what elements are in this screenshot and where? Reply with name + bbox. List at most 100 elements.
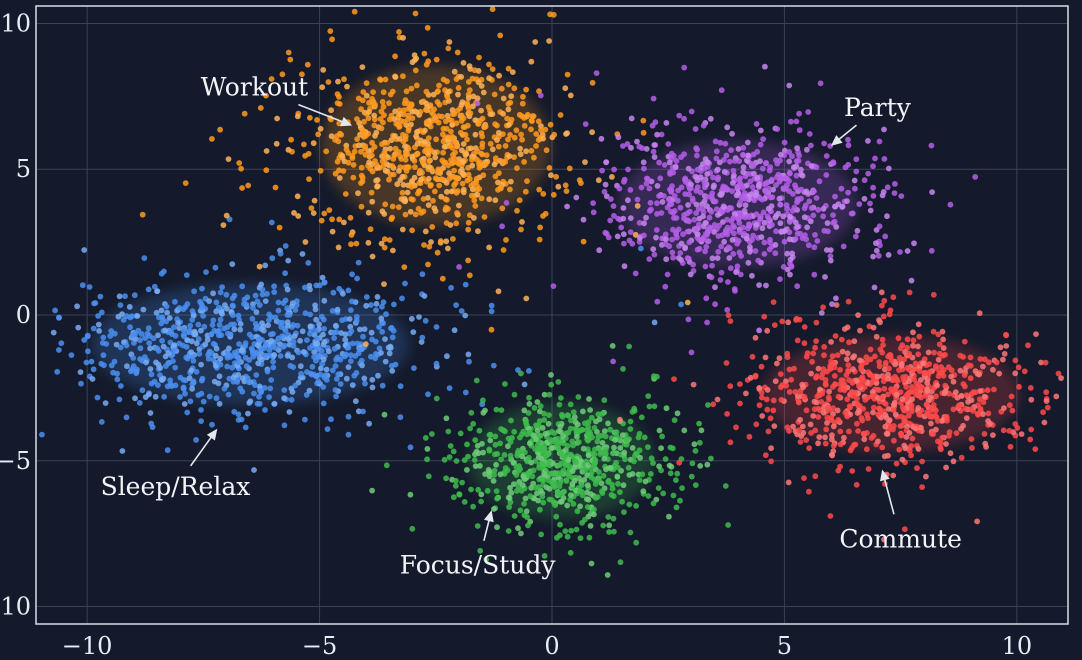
- focus-study-point: [447, 443, 454, 449]
- party-point: [634, 196, 641, 203]
- commute-point: [851, 338, 858, 345]
- focus-study-point: [645, 493, 652, 499]
- party-point: [737, 271, 744, 278]
- party-point: [740, 169, 747, 176]
- commute-point: [779, 318, 786, 325]
- party-point: [787, 170, 793, 177]
- commute-point: [903, 384, 910, 390]
- focus-study-point: [601, 397, 608, 404]
- commute-point: [821, 352, 827, 359]
- focus-study-point: [541, 410, 547, 417]
- focus-study-point: [557, 479, 564, 486]
- sleep-relax-point: [134, 313, 141, 319]
- commute-point: [822, 440, 829, 447]
- focus-study-point: [486, 432, 493, 438]
- workout-point: [555, 183, 562, 190]
- focus-study-point: [647, 471, 654, 477]
- focus-study-point: [564, 442, 571, 449]
- commute-point: [875, 438, 881, 445]
- workout-point: [381, 112, 387, 118]
- commute-point: [879, 444, 886, 451]
- party-point: [728, 147, 734, 154]
- party-point: [616, 185, 623, 192]
- sleep-relax-point: [348, 307, 354, 313]
- commute-point: [906, 430, 913, 436]
- sleep-relax-point: [363, 302, 370, 309]
- focus-study-point: [493, 488, 500, 494]
- commute-point: [929, 430, 936, 437]
- party-point: [873, 240, 879, 247]
- commute-point: [845, 368, 851, 374]
- sleep-relax-point: [239, 283, 246, 290]
- focus-study-point: [708, 455, 714, 462]
- focus-study-point: [670, 492, 677, 499]
- sleep-relax-point: [231, 408, 238, 415]
- commute-point: [926, 369, 933, 376]
- party-point: [615, 134, 622, 141]
- workout-point: [359, 126, 366, 133]
- party-point: [870, 253, 876, 260]
- commute-point: [791, 365, 797, 372]
- focus-study-point: [600, 522, 607, 529]
- sleep-relax-point: [223, 291, 230, 298]
- workout-point: [438, 193, 445, 200]
- commute-point: [737, 400, 743, 407]
- party-point: [788, 263, 795, 270]
- focus-study-point: [556, 428, 562, 434]
- workout-point: [537, 224, 543, 231]
- workout-point: [379, 141, 385, 148]
- focus-study-point: [580, 408, 586, 415]
- party-point: [608, 196, 614, 203]
- commute-point: [931, 349, 937, 356]
- party-point: [856, 201, 863, 208]
- workout-point: [567, 92, 574, 99]
- sleep-relax-point: [448, 284, 454, 291]
- party-point: [757, 213, 764, 220]
- workout-point: [351, 8, 358, 15]
- focus-study-point: [584, 482, 591, 489]
- workout-point: [362, 341, 369, 347]
- party-point: [813, 195, 820, 201]
- focus-study-point: [607, 426, 614, 433]
- party-point: [784, 250, 791, 257]
- focus-study-point: [571, 464, 578, 471]
- commute-point: [940, 336, 946, 343]
- party-point: [947, 201, 954, 208]
- party-point: [603, 159, 609, 166]
- workout-point: [445, 89, 451, 95]
- party-point: [865, 138, 871, 144]
- commute-point: [837, 441, 844, 448]
- sleep-relax-point: [201, 323, 208, 330]
- focus-study-point: [570, 409, 577, 415]
- x-tick-label: 5: [777, 632, 792, 660]
- sleep-relax-point: [264, 368, 271, 375]
- workout-point: [414, 151, 421, 157]
- workout-point: [420, 196, 427, 202]
- workout-point: [595, 177, 602, 184]
- party-point: [884, 213, 890, 220]
- commute-point: [1016, 383, 1022, 390]
- sleep-relax-point: [373, 307, 379, 313]
- commute-point: [910, 367, 917, 373]
- workout-point: [463, 151, 470, 157]
- workout-point: [471, 215, 477, 221]
- party-point: [729, 188, 735, 195]
- party-point: [787, 271, 793, 278]
- party-point: [641, 165, 647, 172]
- commute-point: [835, 467, 842, 474]
- focus-study-point: [574, 508, 581, 515]
- sleep-relax-point: [286, 409, 293, 415]
- party-point: [702, 248, 708, 255]
- workout-point: [451, 182, 457, 189]
- commute-point: [1033, 331, 1039, 337]
- party-point: [870, 163, 876, 170]
- workout-point: [557, 112, 564, 118]
- workout-point: [521, 122, 528, 129]
- focus-study-point: [622, 456, 628, 463]
- focus-study-point: [557, 521, 563, 528]
- workout-point: [498, 85, 505, 92]
- party-point: [740, 164, 747, 171]
- sleep-relax-point: [298, 370, 304, 377]
- party-point: [832, 193, 838, 200]
- workout-point: [472, 203, 479, 209]
